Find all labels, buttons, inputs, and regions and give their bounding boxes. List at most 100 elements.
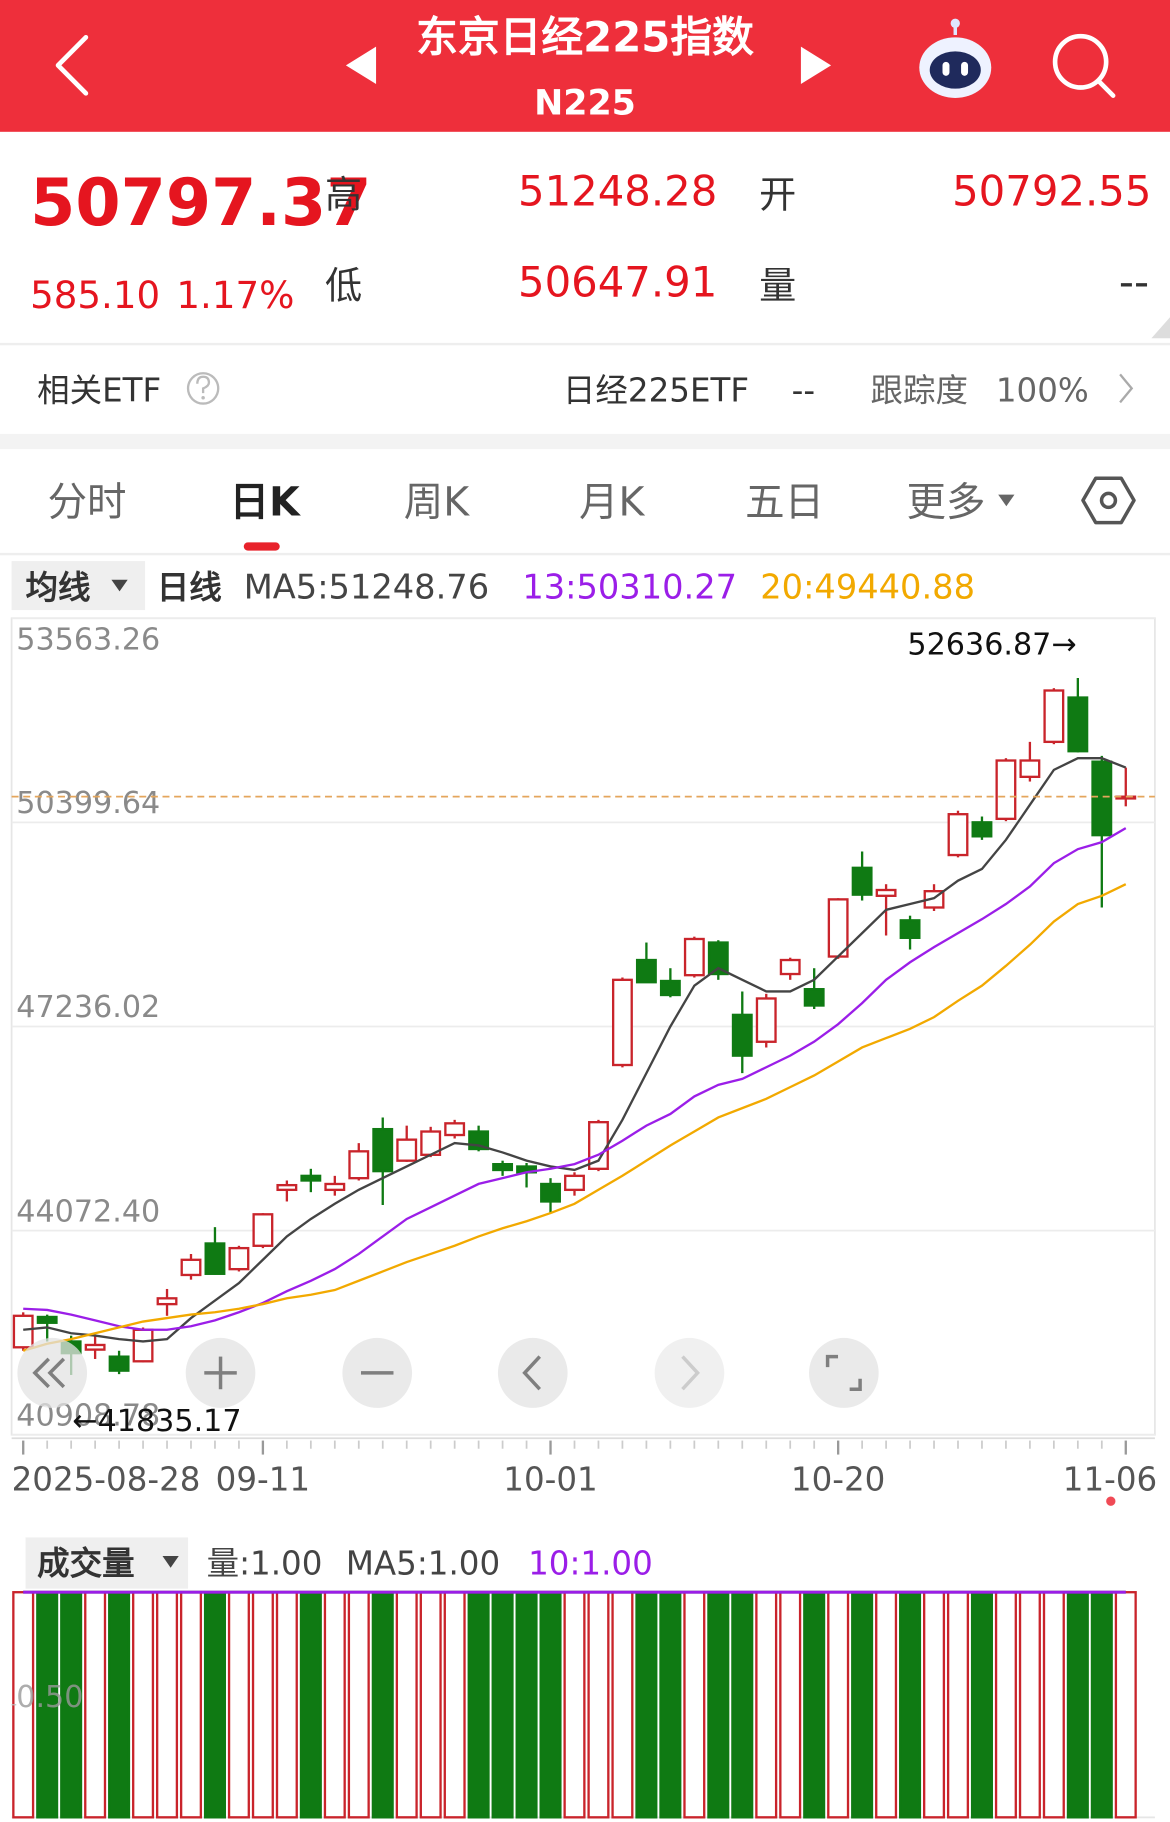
tracking-value: 100% [996,371,1089,409]
etf-name[interactable]: 日经225ETF [563,371,749,409]
candle-body [492,1163,514,1172]
volume-bar [395,1591,418,1819]
settings-button[interactable] [1081,476,1136,525]
candle-body [1067,696,1089,753]
ma-line [23,827,1127,1331]
volume-bar [203,1591,226,1819]
candle-body [132,1328,154,1363]
volume-bar [1066,1591,1089,1819]
index-title: 东京日经225指数 [416,12,754,61]
fullscreen-button[interactable] [809,1337,879,1408]
price-change-pct: 1.17% [176,273,294,317]
ma-legend: 13:50310.27 [522,567,737,606]
volume-bar [659,1591,682,1819]
index-code: N225 [534,83,636,123]
volume-bar [803,1591,826,1819]
high-note: 52636.87→ [907,628,1076,663]
volume-bar [1042,1591,1065,1819]
volume-value: -- [1119,257,1149,306]
candle-body [84,1343,106,1351]
x-tick-label: 10-20 [791,1461,885,1499]
x-tick-label: 11-06 [1063,1461,1157,1499]
candle-body [180,1258,202,1277]
etf-label: 相关ETF [37,371,161,409]
candle-body [1019,759,1041,779]
candle-body [444,1122,466,1137]
volume-bar [587,1591,610,1819]
volume-bar [347,1591,370,1819]
candle-body [827,898,849,958]
volume-bar [1018,1591,1041,1819]
dropdown-arrow [998,494,1015,507]
volume-chart: 0.50 [11,1590,1155,1819]
volume-bar [851,1591,874,1819]
assistant-icon[interactable] [919,18,992,98]
candle-body [659,979,681,997]
candle-body [300,1174,322,1182]
volume-selector[interactable] [25,1537,189,1589]
candle-body [1091,760,1113,837]
open-value: 50792.55 [952,166,1151,215]
back-button[interactable] [55,34,89,96]
chevron[interactable] [1119,373,1134,404]
tab[interactable]: 周K [404,479,470,525]
tab-active[interactable]: 日K [230,479,301,525]
low-label: 低 [325,264,362,308]
prev-button[interactable] [497,1337,568,1408]
next-button[interactable] [654,1337,725,1408]
tab[interactable]: 月K [579,479,645,525]
volume-bar [1090,1591,1113,1819]
candle-body [1043,689,1065,744]
zoom-in-button[interactable] [185,1337,256,1408]
volume-bar [563,1591,586,1819]
ma-line [22,883,1127,1352]
volume-ma-legend: MA5:1.00 [346,1545,500,1583]
y-tick-label: 44072.40 [16,1194,160,1229]
y-tick-label: 50399.64 [16,786,160,821]
tab[interactable]: 五日 [745,479,824,525]
period-label: 日线 [157,568,222,606]
candle-body [971,821,993,838]
volume-bar [994,1591,1017,1819]
volume-bar [707,1591,730,1819]
kline-chart: 53563.2650399.6447236.0244072.4040908.78… [10,617,1157,1499]
candle-body [755,997,777,1043]
volume-bar [323,1591,346,1819]
candle-body [204,1242,226,1275]
volume-bar [899,1591,922,1819]
volume-bar [251,1591,274,1819]
volume-bar [683,1591,706,1819]
search-button[interactable] [1052,33,1116,98]
tab[interactable]: 分时 [48,479,127,525]
help-icon[interactable] [186,372,220,405]
ma-line [23,757,1127,1343]
candle-body [875,888,897,897]
x-tick-label: 09-11 [216,1461,310,1499]
volume-bar [970,1591,993,1819]
volume-bar [299,1591,322,1819]
volume-bar [467,1591,490,1819]
scroll-left-button[interactable] [17,1337,88,1408]
zoom-out-button[interactable] [342,1337,413,1408]
dropdown-arrow [111,579,128,592]
latest-dot [1106,1496,1116,1506]
candle-body [947,813,969,857]
candle-body [540,1182,561,1203]
candle-body [228,1246,250,1271]
corner-mark [1151,317,1170,339]
volume-bar [539,1591,562,1819]
volume-bar [419,1591,442,1819]
next-index[interactable] [800,46,832,84]
volume-bar [731,1591,754,1819]
prev-index[interactable] [345,46,377,84]
tab[interactable]: 更多 [907,479,986,525]
low-note: ←41835.17 [72,1404,241,1439]
volume-bar [227,1591,250,1819]
volume-value-label: 量:1.00 [207,1545,323,1583]
candle-body [276,1183,298,1192]
high-label: 高 [325,173,362,217]
separator-band [0,433,1170,450]
volume-bar [155,1591,179,1819]
volume-bar [946,1591,970,1819]
candle-body [156,1297,178,1306]
